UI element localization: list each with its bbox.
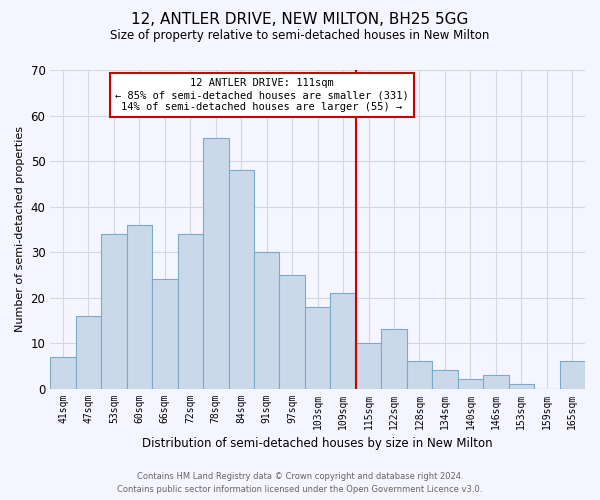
Y-axis label: Number of semi-detached properties: Number of semi-detached properties (15, 126, 25, 332)
Text: Size of property relative to semi-detached houses in New Milton: Size of property relative to semi-detach… (110, 28, 490, 42)
Bar (254, 252, 280, 388)
Bar (458, 380, 483, 388)
Bar (280, 275, 305, 388)
Bar (50, 356, 76, 388)
Text: 12, ANTLER DRIVE, NEW MILTON, BH25 5GG: 12, ANTLER DRIVE, NEW MILTON, BH25 5GG (131, 12, 469, 28)
Bar (560, 362, 585, 388)
Bar (152, 280, 178, 388)
Bar (407, 362, 432, 388)
Bar (509, 384, 534, 388)
Bar (76, 316, 101, 388)
Bar (178, 234, 203, 388)
Bar (101, 234, 127, 388)
Text: 12 ANTLER DRIVE: 111sqm
← 85% of semi-detached houses are smaller (331)
14% of s: 12 ANTLER DRIVE: 111sqm ← 85% of semi-de… (115, 78, 409, 112)
Bar (382, 330, 407, 388)
Bar (483, 375, 509, 388)
Bar (229, 170, 254, 388)
Bar (305, 306, 331, 388)
Bar (432, 370, 458, 388)
Bar (127, 224, 152, 388)
Text: Contains HM Land Registry data © Crown copyright and database right 2024.
Contai: Contains HM Land Registry data © Crown c… (118, 472, 482, 494)
Bar (331, 293, 356, 388)
Bar (356, 343, 382, 388)
Bar (203, 138, 229, 388)
X-axis label: Distribution of semi-detached houses by size in New Milton: Distribution of semi-detached houses by … (142, 437, 493, 450)
